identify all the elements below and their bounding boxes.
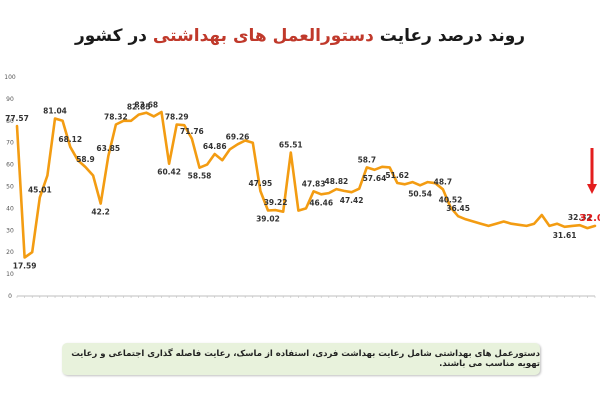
data-label: 48.7 [434, 177, 453, 186]
data-label: 47.83 [302, 179, 326, 188]
data-label: 65.51 [279, 141, 303, 150]
y-tick-label: 30 [6, 227, 14, 234]
y-tick-label: 90 [6, 96, 14, 103]
data-label: 36.45 [446, 204, 470, 213]
data-label: 32.01 [579, 213, 600, 224]
data-label: 45.01 [28, 185, 52, 194]
y-tick-label: 100 [4, 74, 16, 81]
x-axis [16, 295, 596, 298]
y-tick-label: 50 [6, 184, 14, 191]
y-tick-label: 40 [6, 205, 14, 212]
data-label: 69.26 [226, 132, 250, 141]
data-label: 60.42 [157, 168, 181, 177]
data-label: 47.95 [249, 179, 273, 188]
data-label: 71.76 [180, 127, 204, 136]
data-label: 17.59 [13, 261, 37, 270]
data-label: 57.64 [363, 174, 387, 183]
data-label: 64.86 [203, 142, 227, 151]
data-labels: 77.57 17.59 45.01 81.04 68.12 58.9 42.2 63.85 78… [5, 101, 600, 271]
y-tick-label: 60 [6, 162, 14, 169]
data-label: 82.85 [127, 103, 151, 112]
series [15, 110, 597, 259]
data-label: 51.62 [385, 171, 409, 180]
data-label: 63.85 [96, 144, 120, 153]
data-label: 40.52 [439, 195, 463, 204]
data-label: 81.04 [43, 107, 67, 116]
data-label: 78.29 [165, 113, 189, 122]
data-label: 83.68 [134, 101, 158, 110]
footnote-text: دستورعمل های بهداشتی شامل رعایت بهداشت ف… [71, 349, 540, 369]
data-label: 58.58 [188, 172, 212, 181]
data-label: 32.32 [568, 213, 592, 222]
data-label: 48.82 [325, 177, 349, 186]
y-tick-label: 80 [6, 118, 14, 125]
footnote-box: دستورعمل های بهداشتی شامل رعایت بهداشت ف… [62, 343, 540, 375]
data-label: 68.12 [58, 135, 82, 144]
y-tick-label: 20 [6, 249, 14, 256]
arrow-shape [587, 148, 597, 194]
y-tick-label: 10 [6, 271, 14, 278]
data-label: 58.7 [358, 155, 377, 164]
data-label: 39.02 [256, 215, 280, 224]
data-label: 58.9 [76, 155, 95, 164]
chart-title: روند درصد رعایت دستورالعمل های بهداشتی د… [74, 26, 526, 46]
data-label: 47.42 [340, 196, 364, 205]
line-chart: 0 10 20 30 40 50 60 70 80 90 100 77.57 17.59 45.01 81… [4, 74, 600, 300]
data-label: 42.2 [91, 208, 110, 217]
data-label: 77.57 [5, 114, 29, 123]
series-line [15, 110, 597, 259]
data-label: 46.46 [309, 198, 333, 207]
data-label: 31.61 [553, 231, 577, 240]
y-tick-label: 0 [8, 293, 12, 300]
data-label: 50.54 [408, 189, 432, 198]
y-axis: 0 10 20 30 40 50 60 70 80 90 100 [4, 74, 16, 300]
y-tick-label: 70 [6, 140, 14, 147]
data-label: 78.32 [104, 112, 128, 121]
down-arrow-icon [587, 148, 597, 194]
data-label: 39.22 [264, 198, 288, 207]
